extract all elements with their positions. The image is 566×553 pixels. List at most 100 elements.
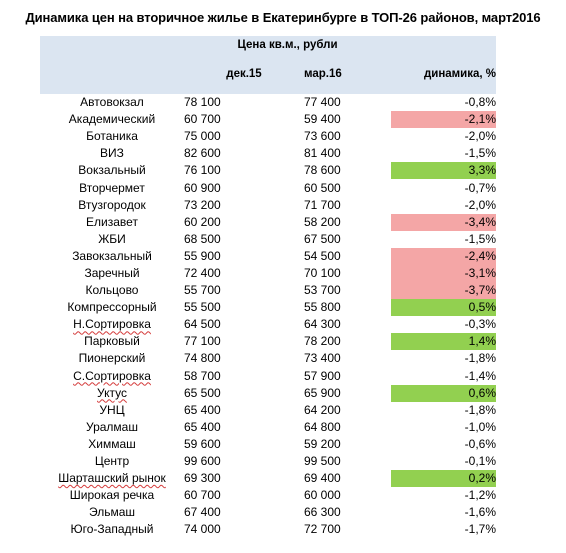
dec-price-cell: 55 700 xyxy=(184,283,221,298)
dynamics-cell: -3,4% xyxy=(391,213,497,231)
mar-price-cell: 64 300 xyxy=(304,317,341,332)
mar-price-cell: 57 900 xyxy=(304,368,341,383)
dec-price-cell: 68 500 xyxy=(184,231,221,246)
district-cell: Парковый xyxy=(84,334,140,349)
district-cell: Химмаш xyxy=(88,436,136,451)
table-row: Шарташский рынок 69 300 69 400 0,2% xyxy=(40,470,497,488)
dec-price-cell: 74 000 xyxy=(184,522,221,537)
dec-price-cell: 55 900 xyxy=(184,248,221,263)
table-row: Пионерский 74 800 73 400 -1,8% xyxy=(40,350,496,367)
table-row: ЖБИ 68 500 67 500 -1,5% xyxy=(40,231,496,248)
dec-price-cell: 65 400 xyxy=(184,419,221,434)
district-cell: Н.Сортировка xyxy=(40,316,184,333)
table-row: Академический 60 700 59 400 -2,1% xyxy=(40,111,497,129)
mar-price-cell: 65 900 xyxy=(304,385,341,400)
mar-price-cell: 53 700 xyxy=(304,283,341,298)
dynamics-cell: -3,1% xyxy=(391,264,497,283)
dynamics-cell: 1,4% xyxy=(391,333,497,351)
mar-price-cell: 72 700 xyxy=(304,522,341,537)
table-row: Компрессорный 55 500 55 800 0,5% xyxy=(40,299,497,317)
mar-price-cell: 64 200 xyxy=(304,402,341,417)
table-row: Завокзальный 55 900 54 500 -2,4% xyxy=(40,247,497,265)
dec-price-cell: 73 200 xyxy=(184,197,221,212)
dec-price-cell: 60 700 xyxy=(184,112,221,127)
dec-price-cell: 58 700 xyxy=(184,368,221,383)
dec-price-cell: 65 500 xyxy=(184,385,221,400)
mar-price-cell: 69 400 xyxy=(304,471,341,486)
mar-header: мар.16 xyxy=(304,54,392,94)
district-cell: Центр xyxy=(94,454,130,469)
district-cell: Втузгородок xyxy=(78,197,146,212)
dynamics-cell: -1,4% xyxy=(464,368,497,383)
dec-header: дек.15 xyxy=(184,54,304,94)
table-row: Парковый 77 100 78 200 1,4% xyxy=(40,333,497,351)
district-label: Шарташский рынок xyxy=(58,471,166,486)
dynamics-cell: -0,8% xyxy=(464,95,497,110)
mar-price-cell: 54 500 xyxy=(304,248,341,263)
district-cell: Уралмаш xyxy=(86,419,138,434)
district-header xyxy=(40,54,184,94)
dynamics-cell: -1,0% xyxy=(464,419,497,434)
table-row: ВИЗ 82 600 81 400 -1,5% xyxy=(40,145,496,162)
table-row: УНЦ 65 400 64 200 -1,8% xyxy=(40,402,496,419)
header-row-bottom: дек.15 мар.16 динамика, % xyxy=(40,54,497,94)
dec-price-cell: 74 800 xyxy=(184,351,221,366)
mar-price-cell: 64 800 xyxy=(304,419,341,434)
district-cell: Юго-Западный xyxy=(70,522,154,537)
mar-price-cell: 67 500 xyxy=(304,231,341,246)
district-cell: Вокзальный xyxy=(78,163,146,178)
dec-price-cell: 55 500 xyxy=(184,300,221,315)
table-row: Уктус 65 500 65 900 0,6% xyxy=(40,384,497,402)
dec-price-cell: 65 400 xyxy=(184,402,221,417)
dec-price-cell: 76 100 xyxy=(184,163,221,178)
district-cell: Эльмаш xyxy=(88,505,136,520)
district-cell: Заречный xyxy=(84,265,140,280)
header-row-top: Цена кв.м., рубли xyxy=(40,36,497,54)
page-title: Динамика цен на вторичное жилье в Екатер… xyxy=(25,10,541,25)
district-cell: Елизавет xyxy=(86,214,138,229)
mar-price-cell: 73 400 xyxy=(304,351,341,366)
dec-price-cell: 99 600 xyxy=(184,454,221,469)
dynamics-cell: -2,4% xyxy=(391,247,497,265)
district-cell: ВИЗ xyxy=(100,146,124,161)
mar-price-cell: 77 400 xyxy=(304,95,341,110)
dec-price-cell: 60 900 xyxy=(184,180,221,195)
dynamics-cell: -1,2% xyxy=(464,488,497,503)
table-body: Автовокзал 78 100 77 400 -0,8% Академический… xyxy=(40,94,497,538)
mar-price-cell: 71 700 xyxy=(304,197,341,212)
dec-price-cell: 69 300 xyxy=(184,471,221,486)
dynamics-cell: 0,6% xyxy=(391,384,497,402)
mar-price-cell: 60 000 xyxy=(304,488,341,503)
dec-price-cell: 72 400 xyxy=(184,265,221,280)
mar-price-cell: 78 600 xyxy=(304,163,341,178)
dynamics-cell: -0,7% xyxy=(464,180,497,195)
district-cell: УНЦ xyxy=(99,402,125,417)
dynamics-cell: -1,7% xyxy=(464,522,497,537)
header-blank-right xyxy=(391,36,497,54)
dynamics-cell: -0,3% xyxy=(464,317,497,332)
district-cell: Завокзальный xyxy=(72,248,152,263)
price-group-header: Цена кв.м., рубли xyxy=(184,36,392,54)
mar-price-cell: 99 500 xyxy=(304,454,341,469)
dynamics-cell: -2,1% xyxy=(391,111,497,129)
district-label: Н.Сортировка xyxy=(73,317,151,332)
district-cell: Академический xyxy=(68,112,156,127)
table-row: Ботаника 75 000 73 600 -2,0% xyxy=(40,128,496,145)
mar-price-cell: 70 100 xyxy=(304,265,341,280)
dec-price-cell: 67 400 xyxy=(184,505,221,520)
dynamics-cell: -1,6% xyxy=(464,505,497,520)
price-table: Цена кв.м., рубли дек.15 мар.16 динамика… xyxy=(40,36,497,538)
table-row: Н.Сортировка 64 500 64 300 -0,3% xyxy=(40,316,496,333)
dec-price-cell: 64 500 xyxy=(184,317,221,332)
mar-price-cell: 60 500 xyxy=(304,180,341,195)
district-cell: Широкая речка xyxy=(69,488,155,503)
mar-price-cell: 66 300 xyxy=(304,505,341,520)
dynamics-cell: -3,7% xyxy=(391,282,497,300)
dec-price-cell: 82 600 xyxy=(184,146,221,161)
dynamics-cell: -0,1% xyxy=(464,454,497,469)
dec-price-cell: 77 100 xyxy=(184,334,221,349)
dynamics-cell: -1,5% xyxy=(464,146,497,161)
mar-price-cell: 59 200 xyxy=(304,436,341,451)
dec-price-cell: 59 600 xyxy=(184,436,221,451)
table-row: Центр 99 600 99 500 -0,1% xyxy=(40,453,496,470)
